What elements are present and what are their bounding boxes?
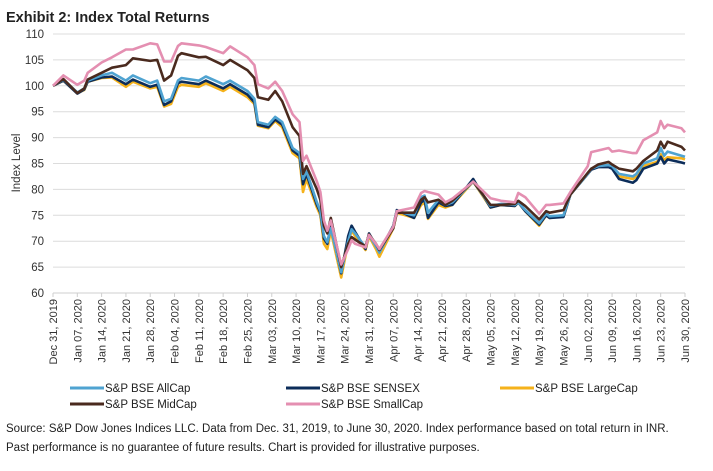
x-tick-label: Jun 23, 2020 bbox=[656, 299, 668, 363]
x-tick-label: Jun 30, 2020 bbox=[680, 299, 692, 363]
x-tick-label: Jan 07, 2020 bbox=[72, 299, 84, 363]
series-line-s-p-bse-largecap bbox=[52, 76, 686, 279]
legend-label: S&P BSE MidCap bbox=[105, 399, 197, 411]
y-tick-label: 95 bbox=[31, 107, 44, 119]
x-tick-label: Mar 31, 2020 bbox=[364, 299, 376, 364]
x-tick-label: Dec 31, 2019 bbox=[48, 299, 60, 364]
y-tick-label: 90 bbox=[31, 133, 44, 145]
footnote-disclaimer: Past performance is no guarantee of futu… bbox=[6, 442, 480, 454]
chart-title: Exhibit 2: Index Total Returns bbox=[6, 10, 210, 26]
x-tick-label: May 05, 2020 bbox=[486, 299, 498, 366]
legend-label: S&P BSE LargeCap bbox=[535, 383, 638, 395]
x-tick-label: Apr 28, 2020 bbox=[461, 299, 473, 362]
y-tick-label: 100 bbox=[25, 81, 44, 93]
y-tick-label: 105 bbox=[25, 55, 44, 67]
x-tick-label: Jun 09, 2020 bbox=[607, 299, 619, 363]
x-tick-label: May 12, 2020 bbox=[510, 299, 522, 366]
x-tick-label: Jan 21, 2020 bbox=[121, 299, 133, 363]
x-axis-ticks: Dec 31, 2019 Jan 07, 2020 Jan 14, 2020 Jan … bbox=[48, 293, 692, 366]
y-tick-label: 85 bbox=[31, 159, 44, 171]
x-tick-label: Mar 03, 2020 bbox=[267, 299, 279, 364]
x-tick-label: May 26, 2020 bbox=[558, 299, 570, 366]
x-tick-label: May 19, 2020 bbox=[534, 299, 546, 366]
series-line-s-p-bse-allcap bbox=[52, 71, 686, 274]
x-tick-label: Apr 14, 2020 bbox=[413, 299, 425, 362]
footnote-source: Source: S&P Dow Jones Indices LLC. Data … bbox=[6, 423, 669, 435]
series-line-s-p-bse-sensex bbox=[52, 75, 686, 275]
x-tick-label: Jun 16, 2020 bbox=[631, 299, 643, 363]
x-tick-label: Feb 18, 2020 bbox=[218, 299, 230, 364]
x-tick-label: Mar 17, 2020 bbox=[315, 299, 327, 364]
gridlines bbox=[53, 33, 685, 294]
x-tick-label: Apr 21, 2020 bbox=[437, 299, 449, 362]
x-tick-label: Jan 14, 2020 bbox=[97, 299, 109, 363]
x-tick-label: Mar 24, 2020 bbox=[340, 299, 352, 364]
y-tick-label: 60 bbox=[31, 288, 44, 300]
y-axis-label: Index Level bbox=[11, 134, 23, 193]
legend-label: S&P BSE SENSEX bbox=[321, 383, 420, 395]
x-tick-label: Jan 28, 2020 bbox=[145, 299, 157, 363]
y-tick-label: 70 bbox=[31, 236, 44, 248]
y-axis-ticks: 60 65 70 75 80 85 90 95 100 105 110 bbox=[25, 29, 44, 300]
x-tick-label: Apr 07, 2020 bbox=[388, 299, 400, 362]
x-tick-label: Feb 25, 2020 bbox=[242, 299, 254, 364]
y-tick-label: 80 bbox=[31, 184, 44, 196]
x-tick-label: Feb 11, 2020 bbox=[194, 299, 206, 363]
y-tick-label: 110 bbox=[26, 29, 44, 41]
x-tick-label: Mar 10, 2020 bbox=[291, 299, 303, 364]
y-tick-label: 75 bbox=[31, 210, 44, 222]
x-tick-label: Feb 04, 2020 bbox=[170, 299, 182, 364]
y-tick-label: 65 bbox=[31, 262, 44, 274]
legend-label: S&P BSE SmallCap bbox=[321, 399, 423, 411]
series-line-s-p-bse-smallcap bbox=[52, 41, 686, 266]
legend: S&P BSE AllCap S&P BSE SENSEX S&P BSE Larg… bbox=[70, 383, 638, 411]
x-tick-label: Jun 02, 2020 bbox=[583, 299, 595, 363]
legend-label: S&P BSE AllCap bbox=[105, 383, 190, 395]
series-lines bbox=[52, 41, 686, 279]
